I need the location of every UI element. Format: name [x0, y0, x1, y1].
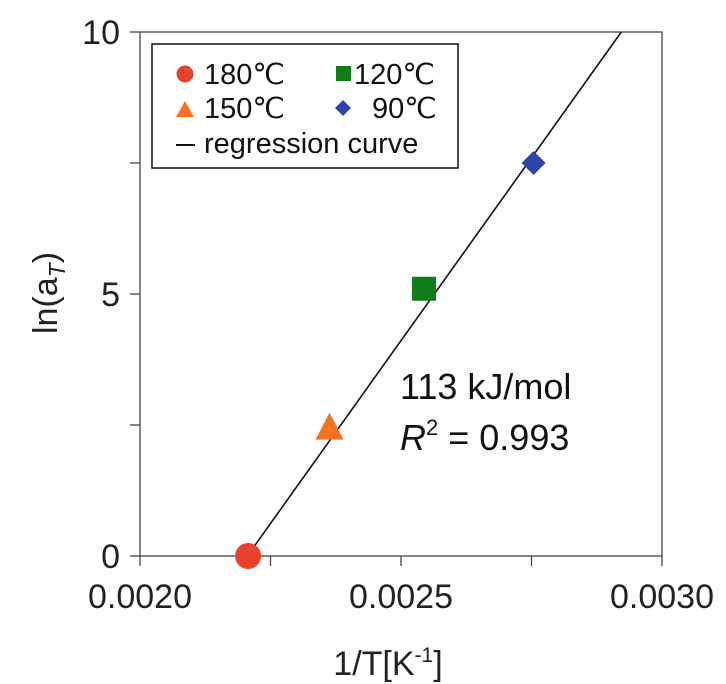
y-tick-label: 0 — [101, 538, 120, 576]
legend-marker-150 — [176, 101, 194, 117]
data-point-triangle — [315, 412, 344, 440]
y-axis-title: ln(aT) — [27, 252, 70, 334]
x-tick-label: 0.0020 — [88, 578, 192, 616]
legend-marker-180 — [176, 65, 194, 83]
x-tick-label: 0.0030 — [610, 578, 714, 616]
activation-energy-label: 113 kJ/mol — [400, 366, 571, 407]
legend-label-regression: regression curve — [204, 128, 418, 160]
series-layer — [235, 31, 622, 569]
y-tick-label: 10 — [82, 14, 120, 52]
axis-ticks — [130, 31, 663, 566]
x-axis-title: 1/T[K-1] — [333, 644, 442, 683]
y-tick-label: 5 — [101, 276, 120, 314]
data-point-square — [411, 276, 436, 301]
legend-label-90: 90℃ — [372, 93, 437, 125]
x-tick-label: 0.0025 — [349, 578, 453, 616]
legend: 180℃ 120℃ 150℃ 90℃ regression curve — [151, 43, 459, 169]
r-squared-label: R2 = 0.993 — [400, 415, 569, 458]
legend-marker-90 — [335, 100, 351, 116]
data-point-diamond — [521, 151, 546, 175]
legend-label-120: 120℃ — [354, 59, 435, 91]
legend-label-150: 150℃ — [204, 93, 285, 125]
legend-marker-120 — [336, 66, 351, 81]
data-point-circle — [235, 543, 262, 569]
tick-labels: 0.0020 0.0025 0.0030 0 5 10 — [82, 14, 714, 616]
legend-box — [151, 43, 459, 169]
legend-label-180: 180℃ — [204, 59, 285, 91]
